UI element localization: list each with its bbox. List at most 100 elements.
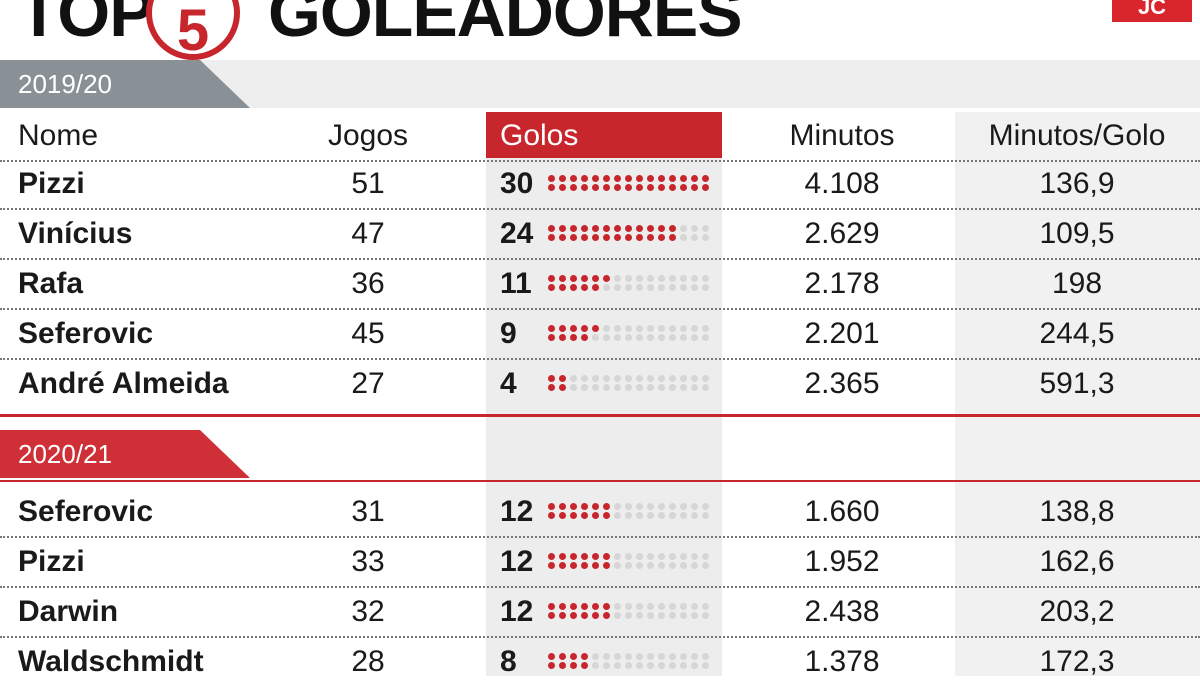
player-name: Waldschmidt [18, 645, 204, 678]
goal-dot [647, 653, 654, 660]
goal-dot [625, 184, 632, 191]
goal-dot [669, 562, 676, 569]
goal-dot [581, 562, 588, 569]
goal-dot [548, 553, 555, 560]
goal-dot [680, 512, 687, 519]
goal-dot [669, 375, 676, 382]
goal-dot [614, 562, 621, 569]
goal-dot [669, 553, 676, 560]
goal-dot [603, 503, 610, 510]
minutos-value: 2.629 [804, 217, 880, 250]
goal-dot [614, 653, 621, 660]
goal-dot [669, 653, 676, 660]
golos-value: 4 [500, 367, 517, 400]
goal-dot [658, 603, 665, 610]
goal-dot [691, 603, 698, 610]
goal-dot [658, 334, 665, 341]
goal-dot [603, 384, 610, 391]
goal-dot [625, 662, 632, 669]
goal-dot [548, 603, 555, 610]
goal-dot [570, 325, 577, 332]
goal-dot [581, 612, 588, 619]
goal-dot [625, 234, 632, 241]
goal-dot [658, 662, 665, 669]
goal-dot [570, 662, 577, 669]
goal-dot [559, 175, 566, 182]
goal-dot [636, 662, 643, 669]
goal-dot [680, 612, 687, 619]
goal-dot [647, 503, 654, 510]
goal-dot [603, 603, 610, 610]
header-minutos-golo: Minutos/Golo [988, 119, 1166, 152]
goal-dot [636, 603, 643, 610]
goal-dot [680, 375, 687, 382]
minutos-value: 1.378 [804, 645, 880, 678]
goal-dot [548, 384, 555, 391]
goal-dot [669, 184, 676, 191]
goal-dot [658, 175, 665, 182]
goal-dot [647, 275, 654, 282]
goal-dot [570, 234, 577, 241]
goal-dot [647, 375, 654, 382]
goal-dot [680, 603, 687, 610]
goal-dot [592, 234, 599, 241]
goal-dot [669, 225, 676, 232]
goal-dot [592, 612, 599, 619]
goal-dot [559, 225, 566, 232]
goal-dot [603, 612, 610, 619]
goal-dot [691, 375, 698, 382]
goal-dot [636, 562, 643, 569]
goal-dot [702, 375, 709, 382]
goal-dot [691, 662, 698, 669]
title-goleadores: GOLEADORES [268, 0, 743, 51]
player-name: Pizzi [18, 167, 85, 200]
goal-dot [636, 325, 643, 332]
title-top: TOP [18, 0, 155, 51]
jogos-value: 36 [351, 267, 385, 300]
goal-dot [669, 175, 676, 182]
table-row: Vinícius 47 24 2.629 109,5 [0, 210, 1200, 260]
goal-dot [603, 334, 610, 341]
jogos-value: 32 [351, 595, 385, 628]
goal-dot [625, 653, 632, 660]
goal-dot [669, 512, 676, 519]
minutos-value: 1.952 [804, 545, 880, 578]
goal-dot [548, 375, 555, 382]
goal-dot [570, 284, 577, 291]
golos-column-background [486, 112, 722, 676]
goal-dot [559, 334, 566, 341]
golos-header-background [486, 112, 722, 158]
goal-dot [548, 175, 555, 182]
goal-dot [647, 184, 654, 191]
goal-dot [559, 375, 566, 382]
goal-dot [647, 384, 654, 391]
goal-dot [592, 284, 599, 291]
goal-dot [647, 612, 654, 619]
goal-dot [636, 225, 643, 232]
goal-dot [603, 562, 610, 569]
goal-dot [614, 225, 621, 232]
goal-dot [548, 662, 555, 669]
goal-dot [658, 225, 665, 232]
brand-logo: JC [1112, 0, 1192, 22]
goal-dot [669, 234, 676, 241]
goal-dot [614, 325, 621, 332]
player-name: Seferovic [18, 317, 154, 350]
goal-dot [669, 603, 676, 610]
goal-dot [691, 503, 698, 510]
goal-dot [603, 512, 610, 519]
goal-dot [702, 603, 709, 610]
minutos-value: 2.201 [804, 317, 880, 350]
goal-dot [559, 653, 566, 660]
goal-dot [581, 603, 588, 610]
goal-dot [614, 384, 621, 391]
goal-dot [658, 375, 665, 382]
minutos-golo-value: 138,8 [1039, 495, 1115, 528]
player-name: Vinícius [18, 217, 133, 250]
goal-dot [691, 225, 698, 232]
goal-dot [625, 225, 632, 232]
goal-dot [680, 325, 687, 332]
goal-dot [603, 553, 610, 560]
goal-dot [592, 562, 599, 569]
goal-dot [570, 175, 577, 182]
